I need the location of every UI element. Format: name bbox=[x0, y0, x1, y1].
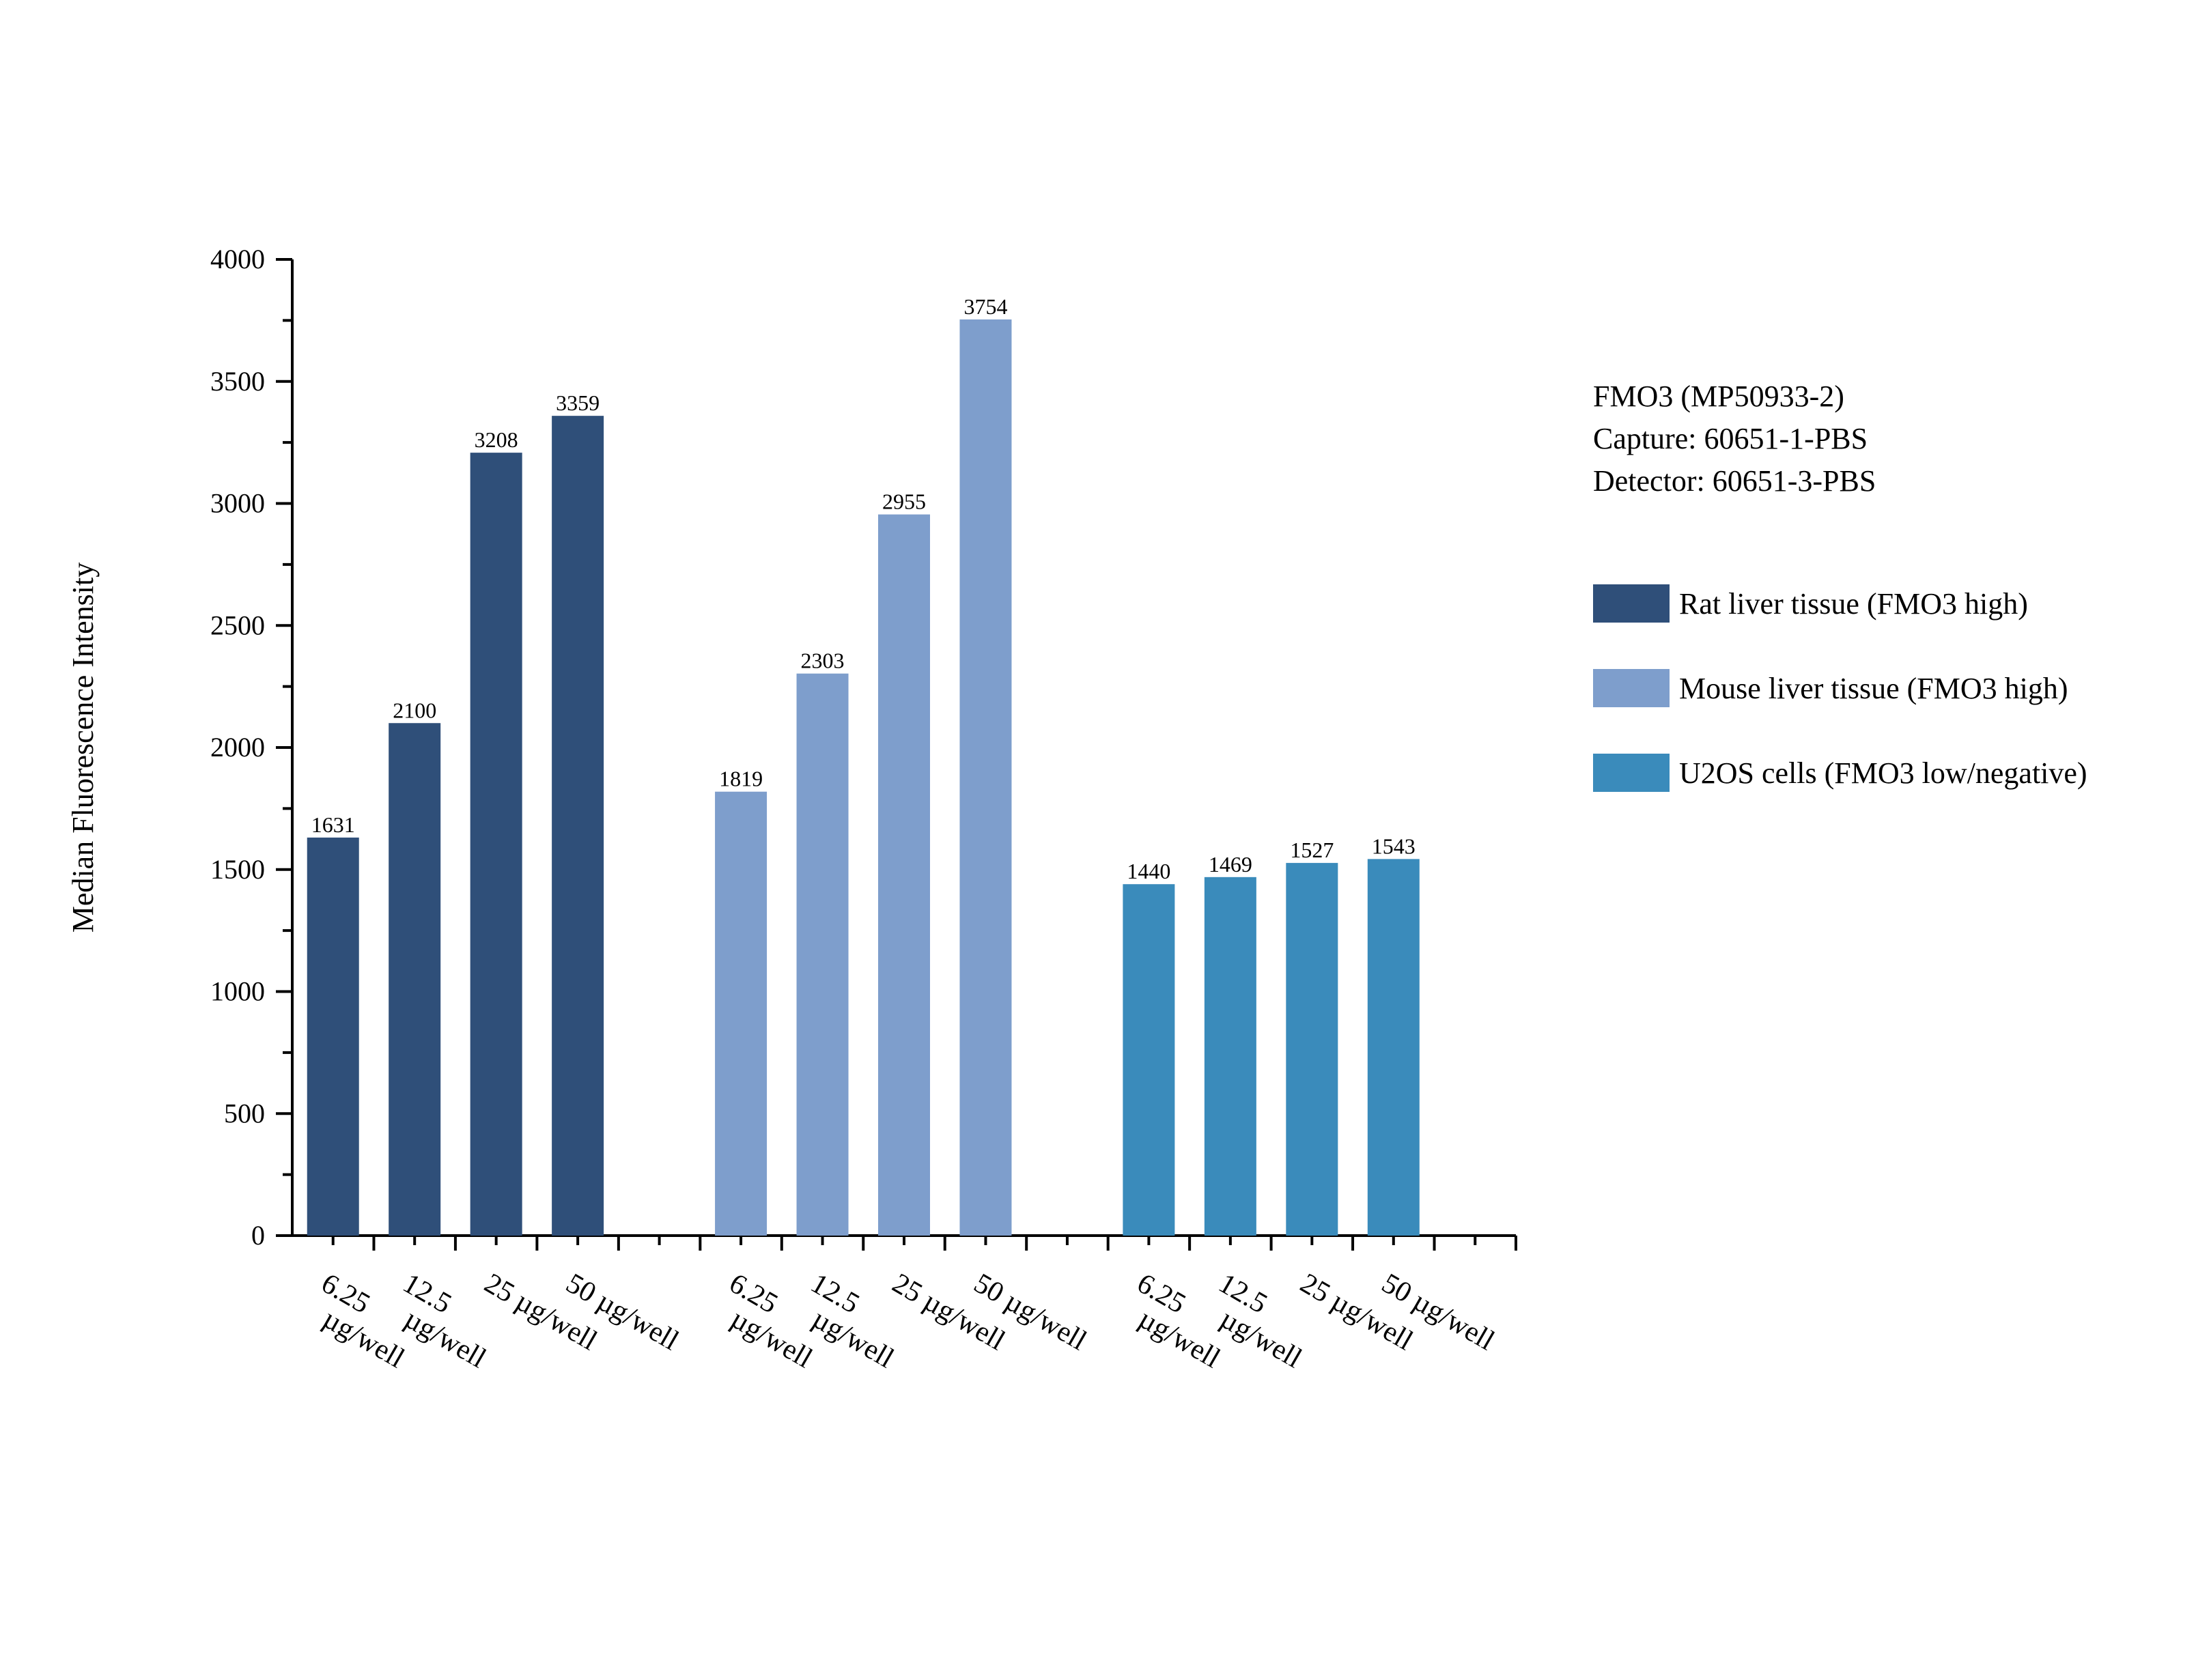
bar-value-label: 1543 bbox=[1372, 834, 1416, 858]
bar-value-label: 1819 bbox=[719, 767, 763, 791]
bar bbox=[307, 837, 359, 1236]
chart-bars bbox=[307, 319, 1420, 1236]
bar bbox=[389, 723, 441, 1236]
legend-label: Rat liver tissue (FMO3 high) bbox=[1679, 586, 2028, 621]
y-axis-label: Median Fluorescence Intensity bbox=[66, 563, 100, 933]
bar bbox=[552, 416, 604, 1236]
bar bbox=[1123, 884, 1175, 1236]
bar-value-label: 1527 bbox=[1290, 838, 1334, 862]
legend-item-u2os: U2OS cells (FMO3 low/negative) bbox=[1593, 754, 2087, 792]
bar bbox=[715, 791, 768, 1236]
y-tick-label: 0 bbox=[251, 1220, 265, 1251]
legend-item-mouse: Mouse liver tissue (FMO3 high) bbox=[1593, 669, 2068, 707]
bar-value-label: 2955 bbox=[882, 489, 926, 514]
legend-title: FMO3 (MP50933-2) Capture: 60651-1-PBS De… bbox=[1593, 375, 1876, 502]
bar bbox=[470, 453, 522, 1236]
bar-value-label: 2303 bbox=[801, 649, 845, 673]
bar-value-label: 1440 bbox=[1127, 859, 1170, 883]
legend-item-rat: Rat liver tissue (FMO3 high) bbox=[1593, 584, 2028, 623]
y-tick-label: 3000 bbox=[210, 488, 265, 519]
y-tick-label: 2500 bbox=[210, 610, 265, 640]
bar bbox=[1367, 859, 1420, 1236]
bar-value-label: 1469 bbox=[1209, 852, 1252, 877]
y-tick-label: 500 bbox=[224, 1098, 265, 1128]
y-tick-label: 1000 bbox=[210, 976, 265, 1007]
bar bbox=[1204, 877, 1256, 1236]
y-tick-label: 4000 bbox=[210, 244, 265, 274]
legend-swatch bbox=[1593, 584, 1670, 623]
bar bbox=[878, 514, 930, 1236]
bar-value-label: 3208 bbox=[475, 427, 518, 452]
bar bbox=[1286, 863, 1338, 1236]
bar bbox=[796, 673, 849, 1236]
legend-title-line: FMO3 (MP50933-2) bbox=[1593, 380, 1844, 413]
y-tick-label: 3500 bbox=[210, 366, 265, 397]
legend-swatch bbox=[1593, 754, 1670, 792]
bar-value-label: 3754 bbox=[963, 294, 1007, 319]
legend-title-line: Capture: 60651-1-PBS bbox=[1593, 422, 1868, 455]
legend-title-line: Detector: 60651-3-PBS bbox=[1593, 464, 1876, 498]
y-tick-label: 2000 bbox=[210, 732, 265, 763]
legend-label: Mouse liver tissue (FMO3 high) bbox=[1679, 671, 2068, 705]
bar bbox=[959, 319, 1012, 1236]
bar-value-label: 3359 bbox=[556, 390, 600, 415]
y-tick-label: 1500 bbox=[210, 854, 265, 885]
legend-swatch bbox=[1593, 669, 1670, 707]
legend-label: U2OS cells (FMO3 low/negative) bbox=[1679, 756, 2087, 790]
bar-value-label: 2100 bbox=[393, 698, 436, 722]
bar-value-label: 1631 bbox=[311, 812, 355, 837]
